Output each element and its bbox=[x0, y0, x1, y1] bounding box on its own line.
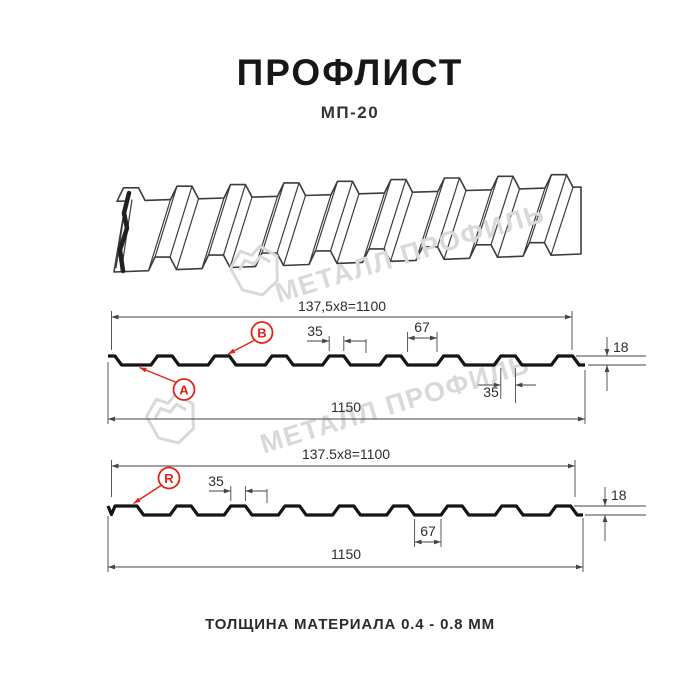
dimension-arrow bbox=[602, 499, 608, 506]
rib-line bbox=[175, 198, 200, 270]
dimension-arrow bbox=[108, 416, 115, 422]
dimension-arrow bbox=[602, 515, 608, 522]
rib-line bbox=[436, 177, 461, 248]
logo-shield-outline bbox=[145, 392, 195, 445]
dim-height: 18 bbox=[613, 339, 629, 355]
rib-line bbox=[254, 196, 279, 267]
rib-line bbox=[415, 191, 439, 261]
callout-label-r: R bbox=[157, 466, 181, 490]
dim-crest-width: 35 bbox=[208, 473, 224, 489]
dimension-arrow bbox=[108, 564, 115, 570]
rib-line bbox=[282, 195, 307, 266]
page-title: ПРОФЛИСТ bbox=[236, 52, 464, 93]
dimension-arrow bbox=[578, 416, 585, 422]
rib-line bbox=[308, 194, 332, 265]
rib-line bbox=[169, 186, 193, 258]
dimension-arrow bbox=[604, 365, 610, 372]
callout-label-a: A bbox=[172, 378, 196, 401]
logo-shield-outline bbox=[229, 244, 279, 297]
dim-valley-width: 67 bbox=[420, 523, 436, 539]
dim-valley-width: 67 bbox=[414, 319, 430, 335]
rib-line bbox=[261, 182, 285, 254]
dimension-arrow bbox=[223, 488, 231, 494]
rib-line bbox=[154, 186, 178, 258]
rib-line bbox=[550, 187, 574, 256]
dimension-arrow bbox=[322, 338, 330, 344]
dimension-arrow bbox=[604, 349, 610, 356]
dim-module-total: 137,5x8=1100 bbox=[298, 298, 386, 314]
dimension-arrow bbox=[576, 564, 583, 570]
rib-line bbox=[522, 187, 546, 257]
dimension-arrow bbox=[111, 463, 119, 469]
rib-line bbox=[207, 184, 232, 256]
rib-line bbox=[528, 174, 553, 243]
drawing-bottom: 137.5x8=1100 35 18 67 1150 R bbox=[106, 446, 646, 572]
rib-line bbox=[443, 190, 467, 260]
rib-line bbox=[361, 192, 386, 263]
callout-leaders bbox=[139, 339, 255, 384]
rib-line bbox=[421, 177, 446, 248]
dimension-arrow bbox=[139, 367, 147, 373]
dim-height: 18 bbox=[611, 487, 627, 503]
dimension-arrow bbox=[133, 497, 141, 504]
dimension-graphics bbox=[107, 311, 646, 424]
logo-zigzag bbox=[237, 254, 271, 271]
callout-label-b: B bbox=[250, 321, 274, 344]
rib-line bbox=[336, 193, 360, 264]
dimension-arrow bbox=[111, 314, 119, 320]
rib-line bbox=[147, 199, 172, 271]
dimension-arrow bbox=[407, 335, 415, 341]
svg-text:A: A bbox=[179, 383, 189, 398]
dimension-arrow bbox=[343, 338, 351, 344]
logo-zigzag bbox=[153, 402, 187, 419]
rib-line bbox=[314, 181, 339, 252]
rib-line bbox=[389, 192, 414, 262]
sheet-3d-illustration bbox=[113, 173, 582, 274]
rib-line bbox=[276, 182, 300, 254]
drawing-top: 137,5x8=1100 35 67 18 35 1150 B A bbox=[107, 298, 646, 424]
thickness-note: ТОЛЩИНА МАТЕРИАЛА 0.4 - 0.8 ММ bbox=[205, 616, 495, 633]
metall-profil-logo-icon bbox=[145, 392, 195, 445]
profile-model: МП-20 bbox=[320, 103, 380, 122]
callout-leaders bbox=[133, 484, 162, 505]
rolled-edge-shading bbox=[117, 190, 132, 274]
dimension-arrow bbox=[245, 488, 253, 494]
rib-line bbox=[475, 176, 499, 245]
dimension-arrow bbox=[565, 314, 572, 320]
dim-crest-width-bottom: 35 bbox=[483, 384, 499, 400]
dimension-graphics bbox=[107, 460, 646, 572]
profile-cross-section bbox=[106, 504, 583, 517]
dimension-arrow bbox=[434, 539, 441, 545]
rib-line bbox=[329, 181, 354, 252]
dim-overall-width: 1150 bbox=[331, 399, 361, 415]
page-header: ПРОФЛИСТ МП-20 bbox=[0, 0, 700, 123]
dimension-arrow bbox=[493, 382, 501, 388]
svg-text:R: R bbox=[164, 471, 174, 486]
rib-line bbox=[490, 176, 514, 245]
dimension-arrow bbox=[568, 463, 575, 469]
rib-line bbox=[229, 196, 253, 268]
svg-text:B: B bbox=[257, 326, 266, 341]
dimension-arrow bbox=[228, 348, 236, 354]
rib-line bbox=[496, 188, 521, 258]
rib-line bbox=[201, 197, 225, 269]
dimension-arrow bbox=[430, 335, 437, 341]
rib-line bbox=[468, 189, 493, 259]
metall-profil-logo-icon bbox=[229, 244, 279, 297]
rib-line bbox=[222, 184, 247, 256]
profile-cross-section bbox=[108, 354, 585, 367]
dimension-arrow bbox=[414, 539, 422, 545]
rib-line bbox=[543, 174, 568, 243]
rib-line bbox=[383, 179, 407, 250]
dim-module-total: 137.5x8=1100 bbox=[302, 446, 390, 462]
dim-crest-width: 35 bbox=[307, 323, 323, 339]
dimension-arrow bbox=[515, 382, 523, 388]
dim-overall-width: 1150 bbox=[331, 546, 361, 562]
rib-line bbox=[368, 179, 392, 250]
